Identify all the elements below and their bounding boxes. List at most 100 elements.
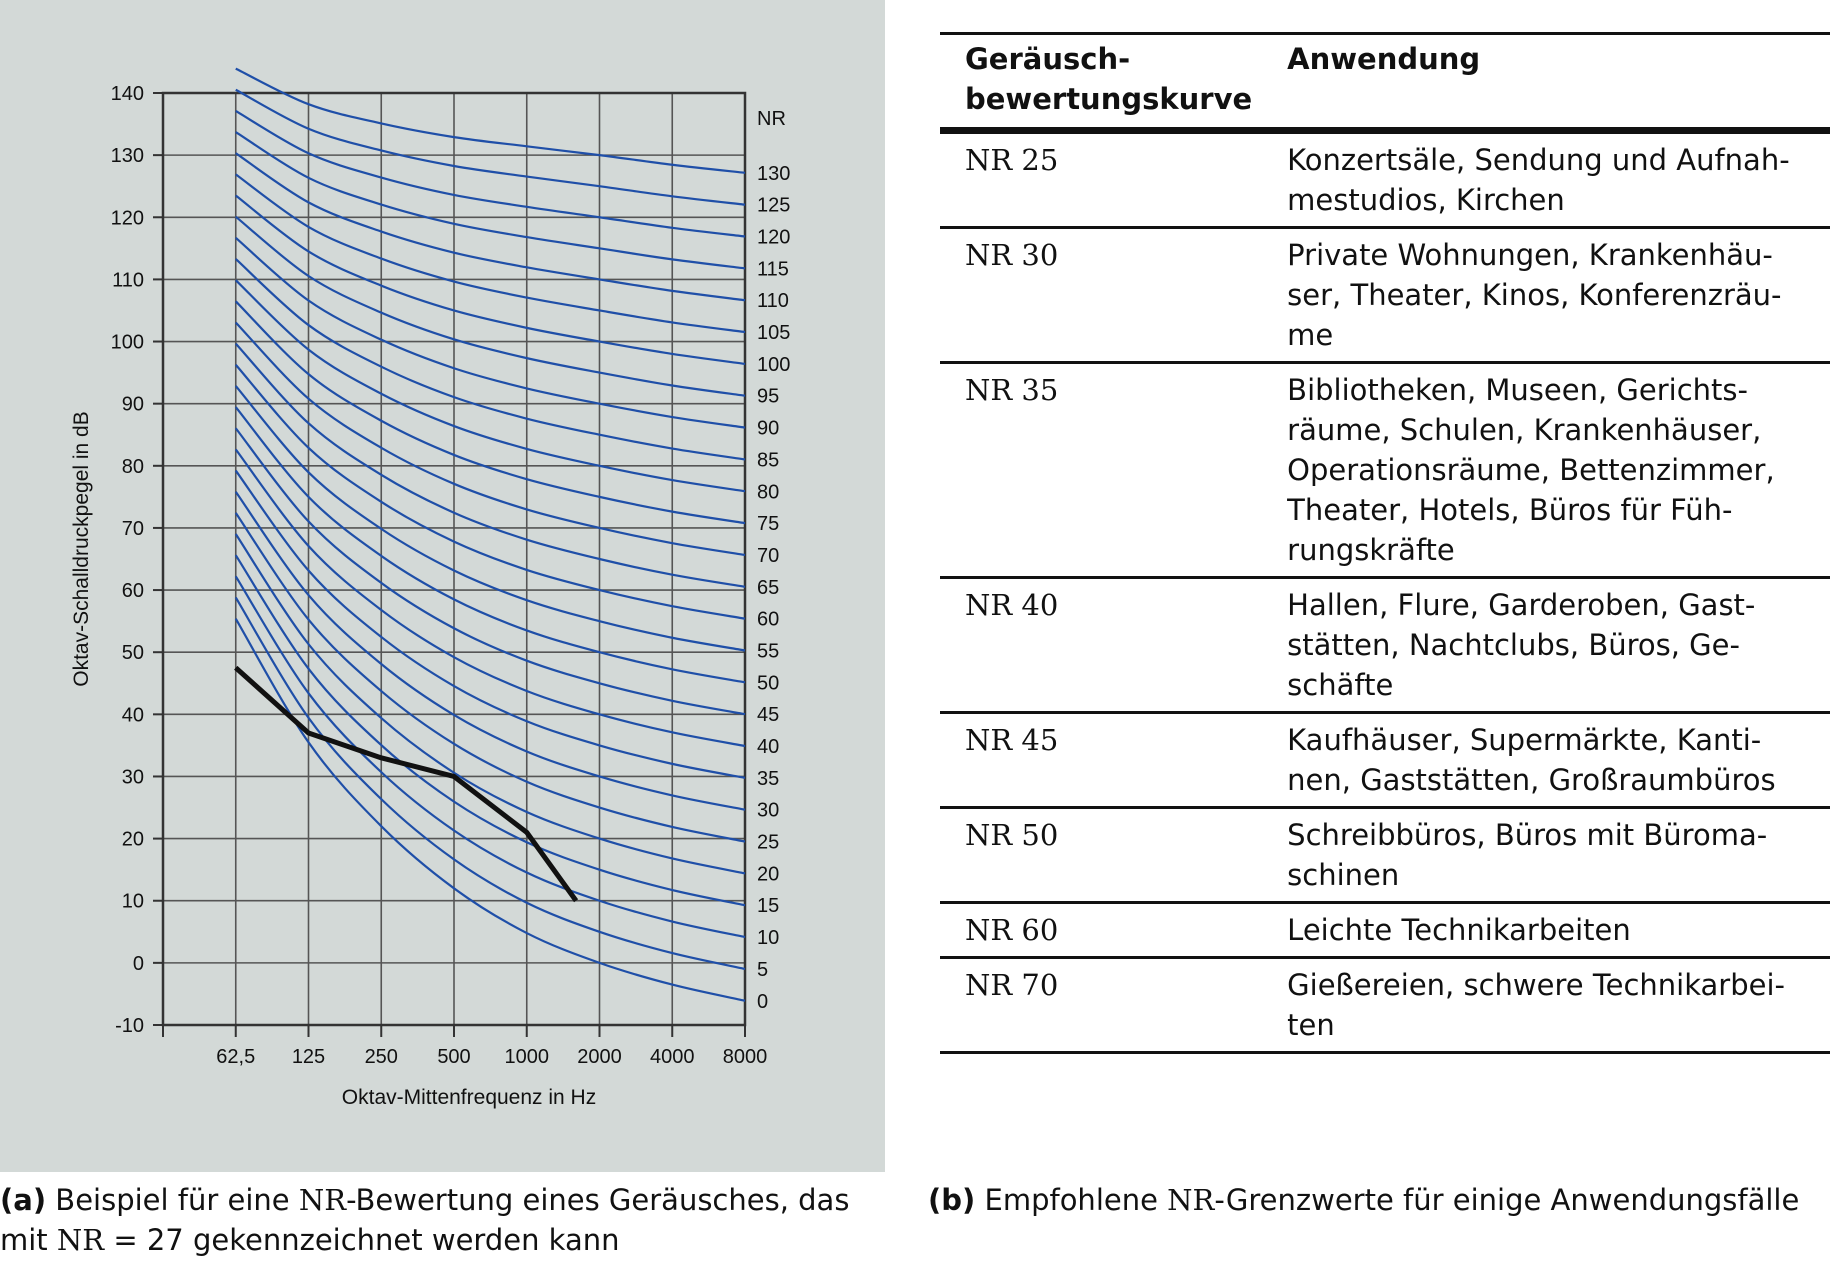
application-cell: Leichte Technikarbeiten <box>1262 902 1830 959</box>
caption-b-label: (b) <box>928 1183 976 1217</box>
x-tick-label: 1000 <box>505 1046 550 1068</box>
nr-value-cell: NR 60 <box>940 902 1263 959</box>
nr-label: 125 <box>757 195 790 217</box>
nr-curve <box>235 131 746 270</box>
caption-a-text-3: = 27 gekennzeichnet werden kann <box>104 1223 620 1257</box>
application-cell: Hallen, Flure, Garderoben, Gast- stätten… <box>1262 577 1830 714</box>
x-tick-label: 4000 <box>650 1046 695 1068</box>
nr-curve <box>234 342 746 588</box>
nr-label: 20 <box>757 863 779 885</box>
nr-label: 130 <box>757 163 790 185</box>
nr-label: 50 <box>757 672 779 694</box>
y-tick-label: 90 <box>122 394 144 416</box>
application-cell: Gießereien, schwere Technikarbei- ten <box>1262 957 1830 1054</box>
table-row: NR 45 Kaufhäuser, Supermärkte, Kanti- nen… <box>940 712 1830 809</box>
y-tick-label: 10 <box>122 891 144 913</box>
nr-label: 40 <box>757 736 779 758</box>
nr-curve <box>234 618 746 1002</box>
y-tick-label: 140 <box>111 83 144 105</box>
nr-curve <box>234 469 746 779</box>
nr-curve <box>234 491 746 811</box>
caption-a-text-2: -Bewertung eines Geräusches, das mit <box>0 1183 850 1257</box>
nr-label: 30 <box>757 800 779 822</box>
nr-label: 100 <box>757 354 790 376</box>
caption-b-nr: NR <box>1167 1183 1215 1217</box>
caption-b-text-2: -Grenzwerte für einige Anwendungsfälle <box>1214 1183 1800 1217</box>
y-tick-label: 100 <box>111 332 144 354</box>
nr-label: 15 <box>757 895 779 917</box>
nr-curve <box>234 321 746 557</box>
nr-label: 10 <box>757 927 779 949</box>
nr-curve <box>235 215 746 397</box>
y-tick-label: 60 <box>122 580 144 602</box>
table-header-row: Geräusch- bewertungskurve Anwendung <box>940 32 1830 134</box>
caption-b: (b) Empfohlene NR-Grenzwerte für einige … <box>928 1180 1828 1220</box>
chart-panel: 140 130 120 110 100 90 80 70 60 50 40 30 20 10 0 -10 62,… <box>0 0 885 1172</box>
nr-chart: 1401301201101009080706050403020100-1062,… <box>70 67 790 1109</box>
nr-label: 65 <box>757 577 779 599</box>
nr-label: 115 <box>757 258 789 280</box>
nr-curve <box>235 109 746 238</box>
caption-a-label: (a) <box>0 1183 47 1217</box>
y-tick-label: 70 <box>122 518 144 540</box>
nr-curve <box>234 596 746 970</box>
nr-value-cell: NR 30 <box>940 227 1263 364</box>
nr-label: 110 <box>757 290 789 312</box>
nr-curve <box>234 554 746 907</box>
x-tick-label: 500 <box>437 1046 470 1068</box>
table-row: NR 30 Private Wohnungen, Krankenhäu- ser,… <box>940 227 1830 364</box>
nr-curve <box>235 173 746 334</box>
nr-label: 55 <box>757 640 779 662</box>
nr-curve <box>234 575 746 939</box>
nr-curve <box>234 533 746 875</box>
nr-value-cell: NR 50 <box>940 807 1263 904</box>
nr-value-cell: NR 35 <box>940 362 1263 579</box>
nr-curve <box>234 427 746 716</box>
y-tick-label: 0 <box>133 953 144 975</box>
table-row: NR 50 Schreibbüros, Büros mit Büroma- sch… <box>940 807 1830 904</box>
table-row: NR 35 Bibliotheken, Museen, Gerichts- räu… <box>940 362 1830 579</box>
x-tick-label: 62,5 <box>216 1046 255 1068</box>
x-tick-label: 8000 <box>723 1046 768 1068</box>
table-row: NR 40 Hallen, Flure, Garderoben, Gast- st… <box>940 577 1830 714</box>
nr-axis-title: NR <box>757 108 786 130</box>
x-axis-title: Oktav-Mittenfrequenz in Hz <box>342 1086 596 1109</box>
table-row: NR 25 Konzertsäle, Sendung und Aufnah- me… <box>940 130 1830 229</box>
header-weighting-curve: Geräusch- bewertungskurve <box>940 32 1263 134</box>
x-tick-label: 250 <box>365 1046 398 1068</box>
nr-value-cell: NR 25 <box>940 130 1263 229</box>
nr-curve <box>235 258 746 461</box>
x-tick-label: 125 <box>292 1046 325 1068</box>
nr-label: 120 <box>757 227 790 249</box>
caption-a-nr: NR <box>298 1183 347 1217</box>
caption-a-nr-2: NR <box>56 1223 105 1257</box>
nr-curve <box>235 152 746 302</box>
nr-label: 0 <box>757 991 768 1013</box>
y-axis-title: Oktav-Schalldruckpegel in dB <box>70 411 93 686</box>
nr-label: 90 <box>757 418 779 440</box>
nr-curve <box>235 236 746 429</box>
nr-value-cell: NR 40 <box>940 577 1263 714</box>
application-cell: Schreibbüros, Büros mit Büroma- schinen <box>1262 807 1830 904</box>
y-tick-label: -10 <box>115 1015 144 1037</box>
nr-label: 75 <box>757 513 779 535</box>
nr-curve <box>234 406 746 684</box>
nr-value-cell: NR 70 <box>940 957 1263 1054</box>
noise-spectrum-line <box>234 665 579 903</box>
nr-curve <box>234 385 746 652</box>
header-application: Anwendung <box>1262 32 1830 134</box>
y-tick-label: 40 <box>122 704 144 726</box>
table-row: NR 60 Leichte Technikarbeiten <box>940 902 1830 959</box>
nr-recommendation-table: Geräusch- bewertungskurve Anwendung NR 2… <box>940 32 1830 1054</box>
table-row: NR 70 Gießereien, schwere Technikarbei- t… <box>940 957 1830 1054</box>
nr-label: 70 <box>757 545 779 567</box>
application-cell: Konzertsäle, Sendung und Aufnah- mestudi… <box>1262 130 1830 229</box>
caption-b-text-1: Empfohlene <box>975 1183 1168 1217</box>
nr-label: 25 <box>757 832 779 854</box>
y-tick-label: 130 <box>111 145 144 167</box>
y-tick-label: 80 <box>122 456 144 478</box>
nr-label: 60 <box>757 609 779 631</box>
y-tick-label: 120 <box>111 207 144 229</box>
nr-label: 45 <box>757 704 779 726</box>
nr-label: 5 <box>757 959 768 981</box>
